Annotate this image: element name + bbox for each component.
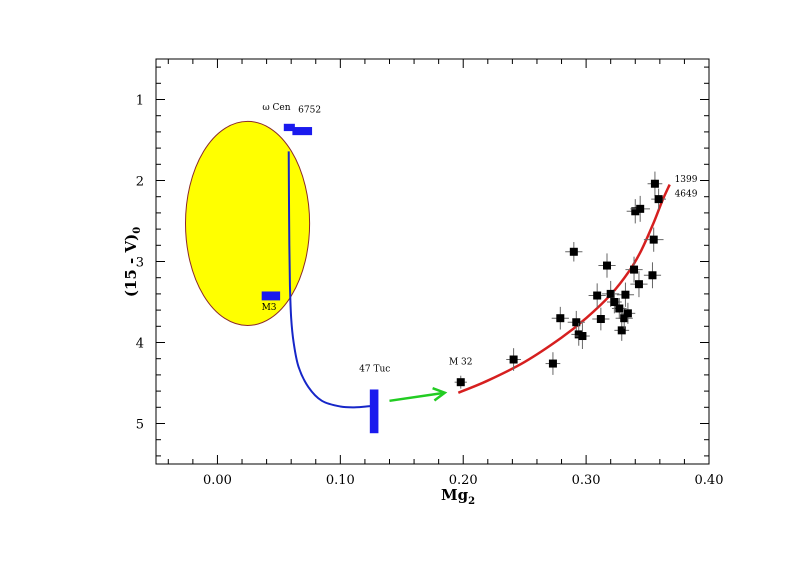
arrow-shaft	[389, 391, 445, 403]
y-axis-label: (15 - V)0	[122, 227, 143, 297]
data-point-layer	[454, 171, 666, 389]
annotation-label: M3	[262, 303, 277, 313]
x-axis-label-sub: 2	[468, 496, 475, 507]
data-point-5	[569, 247, 578, 256]
blue-box-2	[292, 127, 313, 136]
data-point-13	[610, 298, 619, 306]
ellipse-layer	[184, 120, 311, 326]
data-point-6	[572, 318, 581, 327]
y-tick-label: 4	[136, 337, 144, 352]
y-axis-label-main: (15 - V)	[122, 234, 140, 297]
blue-box-4	[369, 389, 379, 434]
x-axis-label-main: Mg	[441, 486, 469, 504]
x-tick-label: 0.20	[449, 473, 478, 488]
annotation-label: M 32	[449, 357, 473, 367]
data-point-3	[548, 359, 557, 368]
y-tick-label: 1	[136, 94, 144, 109]
y-axis-label-sub: 0	[132, 227, 143, 234]
x-tick-label: 0.10	[326, 473, 355, 488]
data-point-23	[648, 271, 657, 280]
y-tick-label: 3	[136, 256, 144, 271]
y-tick-label: 5	[136, 418, 144, 433]
data-point-1	[456, 378, 465, 387]
data-point-18	[623, 309, 632, 318]
data-point-12	[606, 289, 615, 298]
annotation-layer: ω Cen 6752 M3 47 Tuc M 32 1399 4649	[262, 103, 698, 375]
blue-track-curve	[287, 151, 374, 409]
arrow-head	[432, 387, 448, 402]
data-point-22	[636, 204, 645, 213]
data-point-21	[634, 280, 643, 289]
data-point-9	[593, 291, 602, 300]
x-tick-label: 0.30	[572, 473, 601, 488]
annotation-label: ω Cen	[262, 103, 290, 113]
y-tick-label: 2	[136, 175, 144, 190]
data-point-2	[509, 355, 518, 364]
data-point-26	[654, 195, 663, 204]
data-point-17	[621, 290, 630, 299]
highlight-ellipse	[184, 120, 311, 326]
tick-layer: 0.00 0.10 0.20 0.30 0.40 1 2 3 4 5	[136, 59, 724, 488]
data-point-10	[596, 315, 605, 324]
data-point-15	[617, 326, 626, 335]
data-point-25	[650, 179, 659, 188]
data-point-24	[649, 235, 658, 244]
x-tick-label: 0.40	[695, 473, 724, 488]
data-point-20	[631, 207, 640, 216]
data-point-19	[630, 265, 639, 274]
annotation-label: 4649	[675, 190, 698, 200]
data-point-16	[620, 314, 629, 323]
data-point-14	[615, 304, 624, 313]
blue-box-3	[261, 291, 281, 301]
x-tick-label: 0.00	[203, 473, 232, 488]
data-point-8	[578, 332, 587, 341]
x-axis-label: Mg2	[441, 486, 475, 507]
annotation-label: 1399	[675, 175, 698, 185]
blue-box-layer	[261, 123, 379, 434]
data-point-11	[603, 261, 612, 270]
data-point-4	[556, 314, 565, 323]
annotation-label: 47 Tuc	[359, 365, 390, 375]
blue-box-1	[283, 123, 295, 132]
annotation-label: 6752	[298, 105, 321, 115]
